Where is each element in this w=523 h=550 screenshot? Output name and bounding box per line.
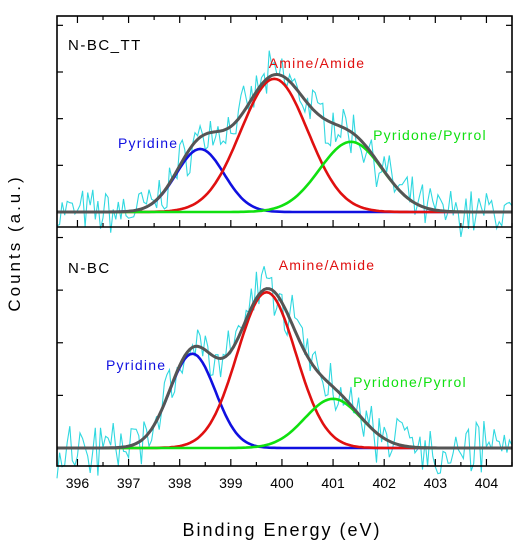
peak-label-pyridone-pyrrol-1: Pyridone/Pyrrol [353,374,467,390]
ticks-layer: 396 397 398 399 400 401 402 403 404 [57,16,513,491]
x-tick-label: 404 [475,475,499,491]
fit-envelope-1 [57,287,512,450]
x-tick-label: 401 [321,475,345,491]
x-tick-label: 402 [373,475,397,491]
peak-label-pyridine-1: Pyridine [106,357,166,373]
peak-label-pyridine-0: Pyridine [118,135,178,151]
x-tick-label: 399 [219,475,243,491]
x-tick-label: 403 [424,475,448,491]
peak-label-amine-amide-0: Amine/Amide [269,55,365,71]
fit-envelope-0 [57,72,512,214]
panel-title-1: N-BC [68,260,111,277]
plot-layer: N-BC_TT Pyridine Amine/Amide Pyridone/Pyrro… [56,37,513,479]
x-tick-label: 400 [270,475,294,491]
x-tick-label: 398 [168,475,192,491]
panel-title-0: N-BC_TT [68,37,142,54]
raw-spectrum-0 [56,50,513,237]
y-axis-label: Counts (a.u.) [5,174,24,311]
raw-spectrum-1 [56,266,513,479]
x-axis-label: Binding Energy (eV) [182,520,381,540]
peak-label-pyridone-pyrrol-0: Pyridone/Pyrrol [373,127,487,143]
peak-label-amine-amide-1: Amine/Amide [279,257,375,273]
x-tick-label: 396 [66,475,90,491]
plot-frame [56,15,513,467]
x-tick-label: 397 [117,475,141,491]
